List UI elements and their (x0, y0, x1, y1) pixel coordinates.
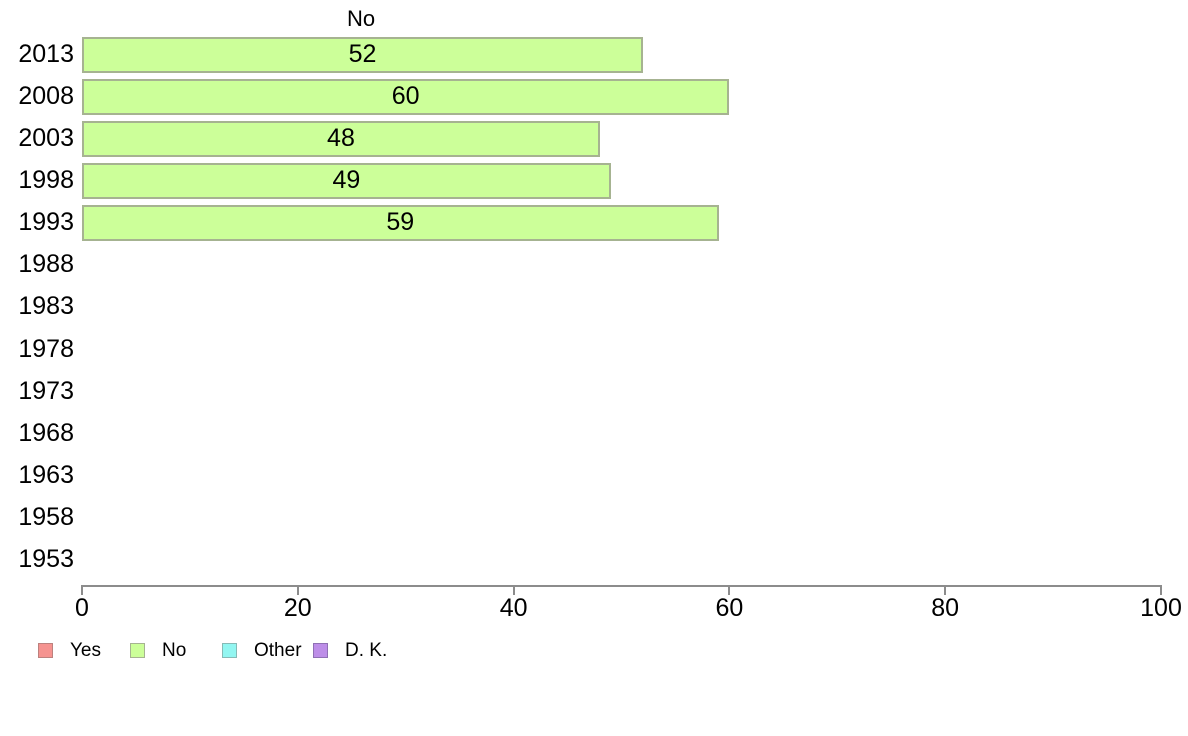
legend-label: Other (254, 639, 302, 661)
legend-label: D. K. (345, 639, 388, 661)
y-axis-label: 1953 (18, 544, 74, 573)
legend-swatch (38, 643, 53, 658)
legend-swatch (130, 643, 145, 658)
legend-label: Yes (70, 639, 101, 661)
chart-row: 1973 (0, 371, 1188, 413)
y-axis-label: 2013 (18, 39, 74, 68)
bar-value-label: 60 (391, 82, 420, 111)
x-axis-tick-label: 0 (75, 594, 89, 622)
chart-row: 1988 (0, 244, 1188, 286)
y-axis-label: 1983 (18, 292, 74, 321)
x-axis-tick-label: 100 (1140, 594, 1182, 622)
chart-row: 1983 (0, 286, 1188, 328)
legend-swatch (222, 643, 237, 658)
chart-row: 2013 52 (0, 34, 1188, 76)
y-axis-label: 1968 (18, 418, 74, 447)
chart-row: 1968 (0, 413, 1188, 455)
bar (82, 37, 644, 73)
x-axis-tick-label: 80 (931, 594, 960, 622)
x-axis-tick-label: 40 (499, 594, 528, 622)
chart-row: 1993 59 (0, 202, 1188, 244)
bar-value-label: 48 (327, 124, 355, 153)
x-axis-tick (944, 587, 947, 595)
bar (82, 163, 611, 200)
x-axis-tick (512, 587, 515, 595)
x-axis-line (81, 585, 1162, 587)
y-axis-label: 1993 (18, 208, 74, 237)
chart-row: 1953 (0, 539, 1188, 581)
chart-row: 1978 (0, 328, 1188, 370)
y-axis-label: 1963 (18, 460, 74, 489)
bar (82, 121, 600, 158)
bar-value-label: 52 (348, 39, 377, 68)
y-axis-label: 2003 (18, 124, 74, 153)
chart-title: No (346, 6, 376, 31)
y-axis-label: 1958 (18, 502, 74, 531)
legend-label: No (162, 639, 187, 661)
x-axis-tick (728, 587, 731, 595)
x-axis-tick-label: 60 (715, 594, 744, 622)
chart-row: 2003 48 (0, 118, 1188, 160)
y-axis-label: 1973 (18, 376, 74, 405)
bar-value-label: 49 (332, 166, 361, 195)
legend-swatch (313, 643, 328, 658)
chart-row: 2008 60 (0, 76, 1188, 118)
chart-row: 1998 49 (0, 160, 1188, 202)
x-axis-tick-label: 20 (283, 594, 312, 622)
chart-row: 1958 (0, 497, 1188, 539)
bar (82, 79, 730, 116)
y-axis-label: 1988 (18, 250, 74, 279)
x-axis-tick (296, 587, 299, 595)
bar-value-label: 59 (386, 208, 415, 237)
y-axis-label: 2008 (18, 82, 74, 111)
chart-row: 1963 (0, 455, 1188, 497)
x-axis-tick (1160, 587, 1162, 595)
bar (82, 205, 719, 242)
x-axis-tick (81, 587, 83, 595)
y-axis-label: 1978 (18, 334, 74, 363)
y-axis-label: 1998 (18, 166, 74, 195)
